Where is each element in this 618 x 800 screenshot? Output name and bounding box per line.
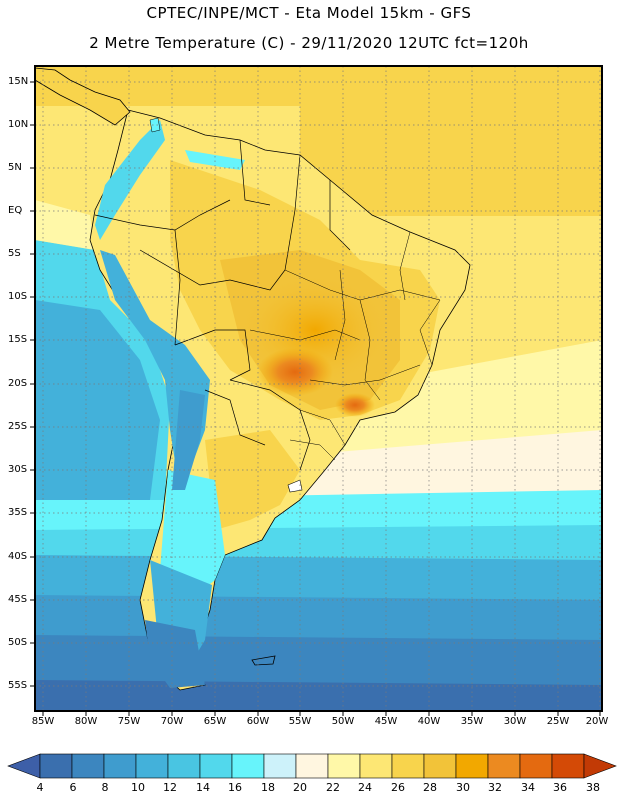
lat-label-10n: 10N xyxy=(8,119,29,130)
colorbar-segment xyxy=(551,753,585,779)
colorbar-label: 28 xyxy=(423,781,437,794)
hot-spot-southeast xyxy=(335,393,375,417)
andes-north-cold xyxy=(95,120,165,240)
colorbar-label: 22 xyxy=(326,781,340,794)
colorbar-segment xyxy=(167,753,201,779)
colorbar-segment xyxy=(199,753,233,779)
patagonia-band-16 xyxy=(160,470,225,600)
colorbar-low-arrow xyxy=(7,753,41,779)
colorbar-label: 8 xyxy=(101,781,109,794)
lat-label-20s: 20S xyxy=(8,378,28,389)
lat-label-25s: 25S xyxy=(8,421,28,432)
colorbar-segment xyxy=(455,753,489,779)
lat-label-15n: 15N xyxy=(8,76,29,87)
lat-label-30s: 30S xyxy=(8,464,28,475)
colorbar-segment xyxy=(519,753,553,779)
lon-label-60w: 60W xyxy=(246,716,270,727)
lon-label-25w: 25W xyxy=(546,716,570,727)
colorbar-segment xyxy=(359,753,393,779)
atlantic-band-20 xyxy=(290,430,602,505)
colorbar-segment xyxy=(327,753,361,779)
colorbar-label: 38 xyxy=(586,781,600,794)
andes-altiplano-cold xyxy=(172,390,205,490)
lon-label-35w: 35W xyxy=(460,716,484,727)
colorbar-label: 36 xyxy=(553,781,567,794)
colorbar-segment xyxy=(71,753,105,779)
colorbar-label: 14 xyxy=(196,781,210,794)
colorbar-label: 32 xyxy=(488,781,502,794)
lat-label-15s: 15S xyxy=(8,334,28,345)
colorbar-label: 6 xyxy=(69,781,77,794)
colorbar-segment xyxy=(263,753,297,779)
chart-title-line-1: CPTEC/INPE/MCT - Eta Model 15km - GFS xyxy=(146,4,472,22)
colorbar-label: 20 xyxy=(293,781,307,794)
colorbar-label: 18 xyxy=(261,781,275,794)
lat-label-5s: 5S xyxy=(8,248,21,259)
lon-label-75w: 75W xyxy=(117,716,141,727)
colorbar-label: 4 xyxy=(36,781,44,794)
colorbar-segment xyxy=(135,753,169,779)
lon-label-50w: 50W xyxy=(331,716,355,727)
lat-label-35s: 35S xyxy=(8,507,28,518)
lat-label-eq: EQ xyxy=(8,205,23,216)
colorbar-label: 16 xyxy=(228,781,242,794)
colorbar-high-arrow xyxy=(583,753,617,779)
colorbar-segment xyxy=(423,753,457,779)
lat-label-50s: 50S xyxy=(8,637,28,648)
colorbar-segment xyxy=(231,753,265,779)
lon-label-40w: 40W xyxy=(417,716,441,727)
falkland-islands xyxy=(251,655,276,666)
lon-label-55w: 55W xyxy=(288,716,312,727)
lon-label-30w: 30W xyxy=(503,716,527,727)
colorbar-label: 24 xyxy=(358,781,372,794)
colorbar-segment xyxy=(487,753,521,779)
patagonia-band-6 xyxy=(145,620,205,688)
colorbar-label: 30 xyxy=(456,781,470,794)
colorbar xyxy=(7,753,617,779)
lon-label-70w: 70W xyxy=(160,716,184,727)
lon-label-65w: 65W xyxy=(203,716,227,727)
lat-label-45s: 45S xyxy=(8,594,28,605)
axis-ticks xyxy=(30,81,601,716)
colorbar-segment xyxy=(103,753,137,779)
ocean-band-4 xyxy=(35,680,602,711)
colorbar-segment xyxy=(39,753,73,779)
chart-title-line-2: 2 Metre Temperature (C) - 29/11/2020 12U… xyxy=(89,34,529,52)
colorbar-segment xyxy=(391,753,425,779)
lat-label-40s: 40S xyxy=(8,551,28,562)
guiana-highland-cool xyxy=(185,150,245,170)
colorbar-label: 12 xyxy=(163,781,177,794)
lat-label-5n: 5N xyxy=(8,162,22,173)
colorbar-segment xyxy=(295,753,329,779)
lon-label-80w: 80W xyxy=(74,716,98,727)
colorbar-label: 26 xyxy=(391,781,405,794)
lat-lon-grid xyxy=(35,66,602,711)
lake-maracaibo xyxy=(149,117,161,133)
lagoa-dos-patos xyxy=(287,479,303,493)
pampas-warm xyxy=(205,430,300,530)
lon-label-85w: 85W xyxy=(31,716,55,727)
caribbean-band xyxy=(35,66,602,106)
map-frame xyxy=(34,65,603,712)
temperature-field xyxy=(35,66,602,711)
hot-spot-pantanal xyxy=(257,348,333,396)
lat-label-55s: 55S xyxy=(8,680,28,691)
lon-label-20w: 20W xyxy=(585,716,609,727)
state-borders xyxy=(249,231,441,461)
colorbar-label: 34 xyxy=(521,781,535,794)
lon-label-45w: 45W xyxy=(374,716,398,727)
pacific-band-22 xyxy=(35,200,95,250)
lat-label-10s: 10S xyxy=(8,291,28,302)
colorbar-label: 10 xyxy=(131,781,145,794)
